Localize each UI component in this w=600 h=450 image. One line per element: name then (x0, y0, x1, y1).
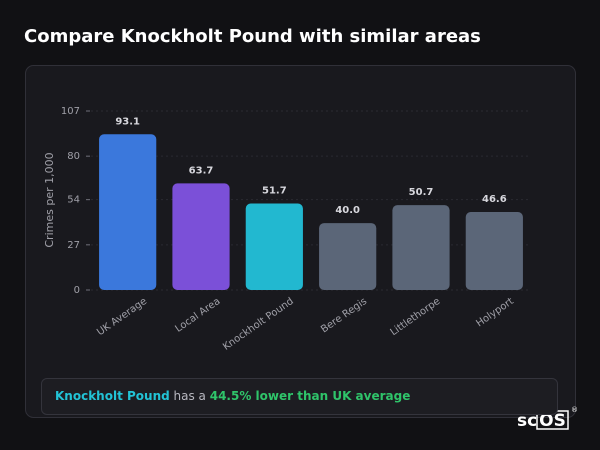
value-label: 51.7 (262, 186, 287, 197)
page-title: Compare Knockholt Pound with similar are… (24, 26, 481, 47)
bar (319, 223, 377, 290)
logo-mark: ® (571, 406, 578, 414)
y-tick-label: 0 (74, 285, 80, 296)
bar (465, 212, 523, 290)
y-tick-label: 107 (61, 106, 80, 117)
y-tick-label: 54 (67, 195, 80, 206)
y-tick-label: 80 (67, 151, 80, 162)
logo-prefix: sc (517, 411, 537, 431)
summary-text: has a (169, 389, 210, 403)
bar (172, 183, 230, 290)
y-axis-label: Crimes per 1,000 (43, 152, 56, 247)
bar (245, 203, 303, 290)
bar (392, 205, 450, 290)
bar (99, 134, 157, 290)
summary-box: Knockholt Pound has a 44.5% lower than U… (41, 378, 558, 415)
value-label: 46.6 (482, 194, 507, 205)
value-label: 50.7 (409, 187, 434, 198)
value-label: 63.7 (189, 165, 214, 176)
y-tick-label: 27 (67, 240, 80, 251)
logo-boxed: OS (539, 411, 566, 431)
summary-stat: 44.5% lower than UK average (209, 389, 411, 403)
summary-name: Knockholt Pound (55, 389, 170, 403)
value-label: 40.0 (335, 205, 360, 216)
value-label: 93.1 (115, 116, 140, 127)
